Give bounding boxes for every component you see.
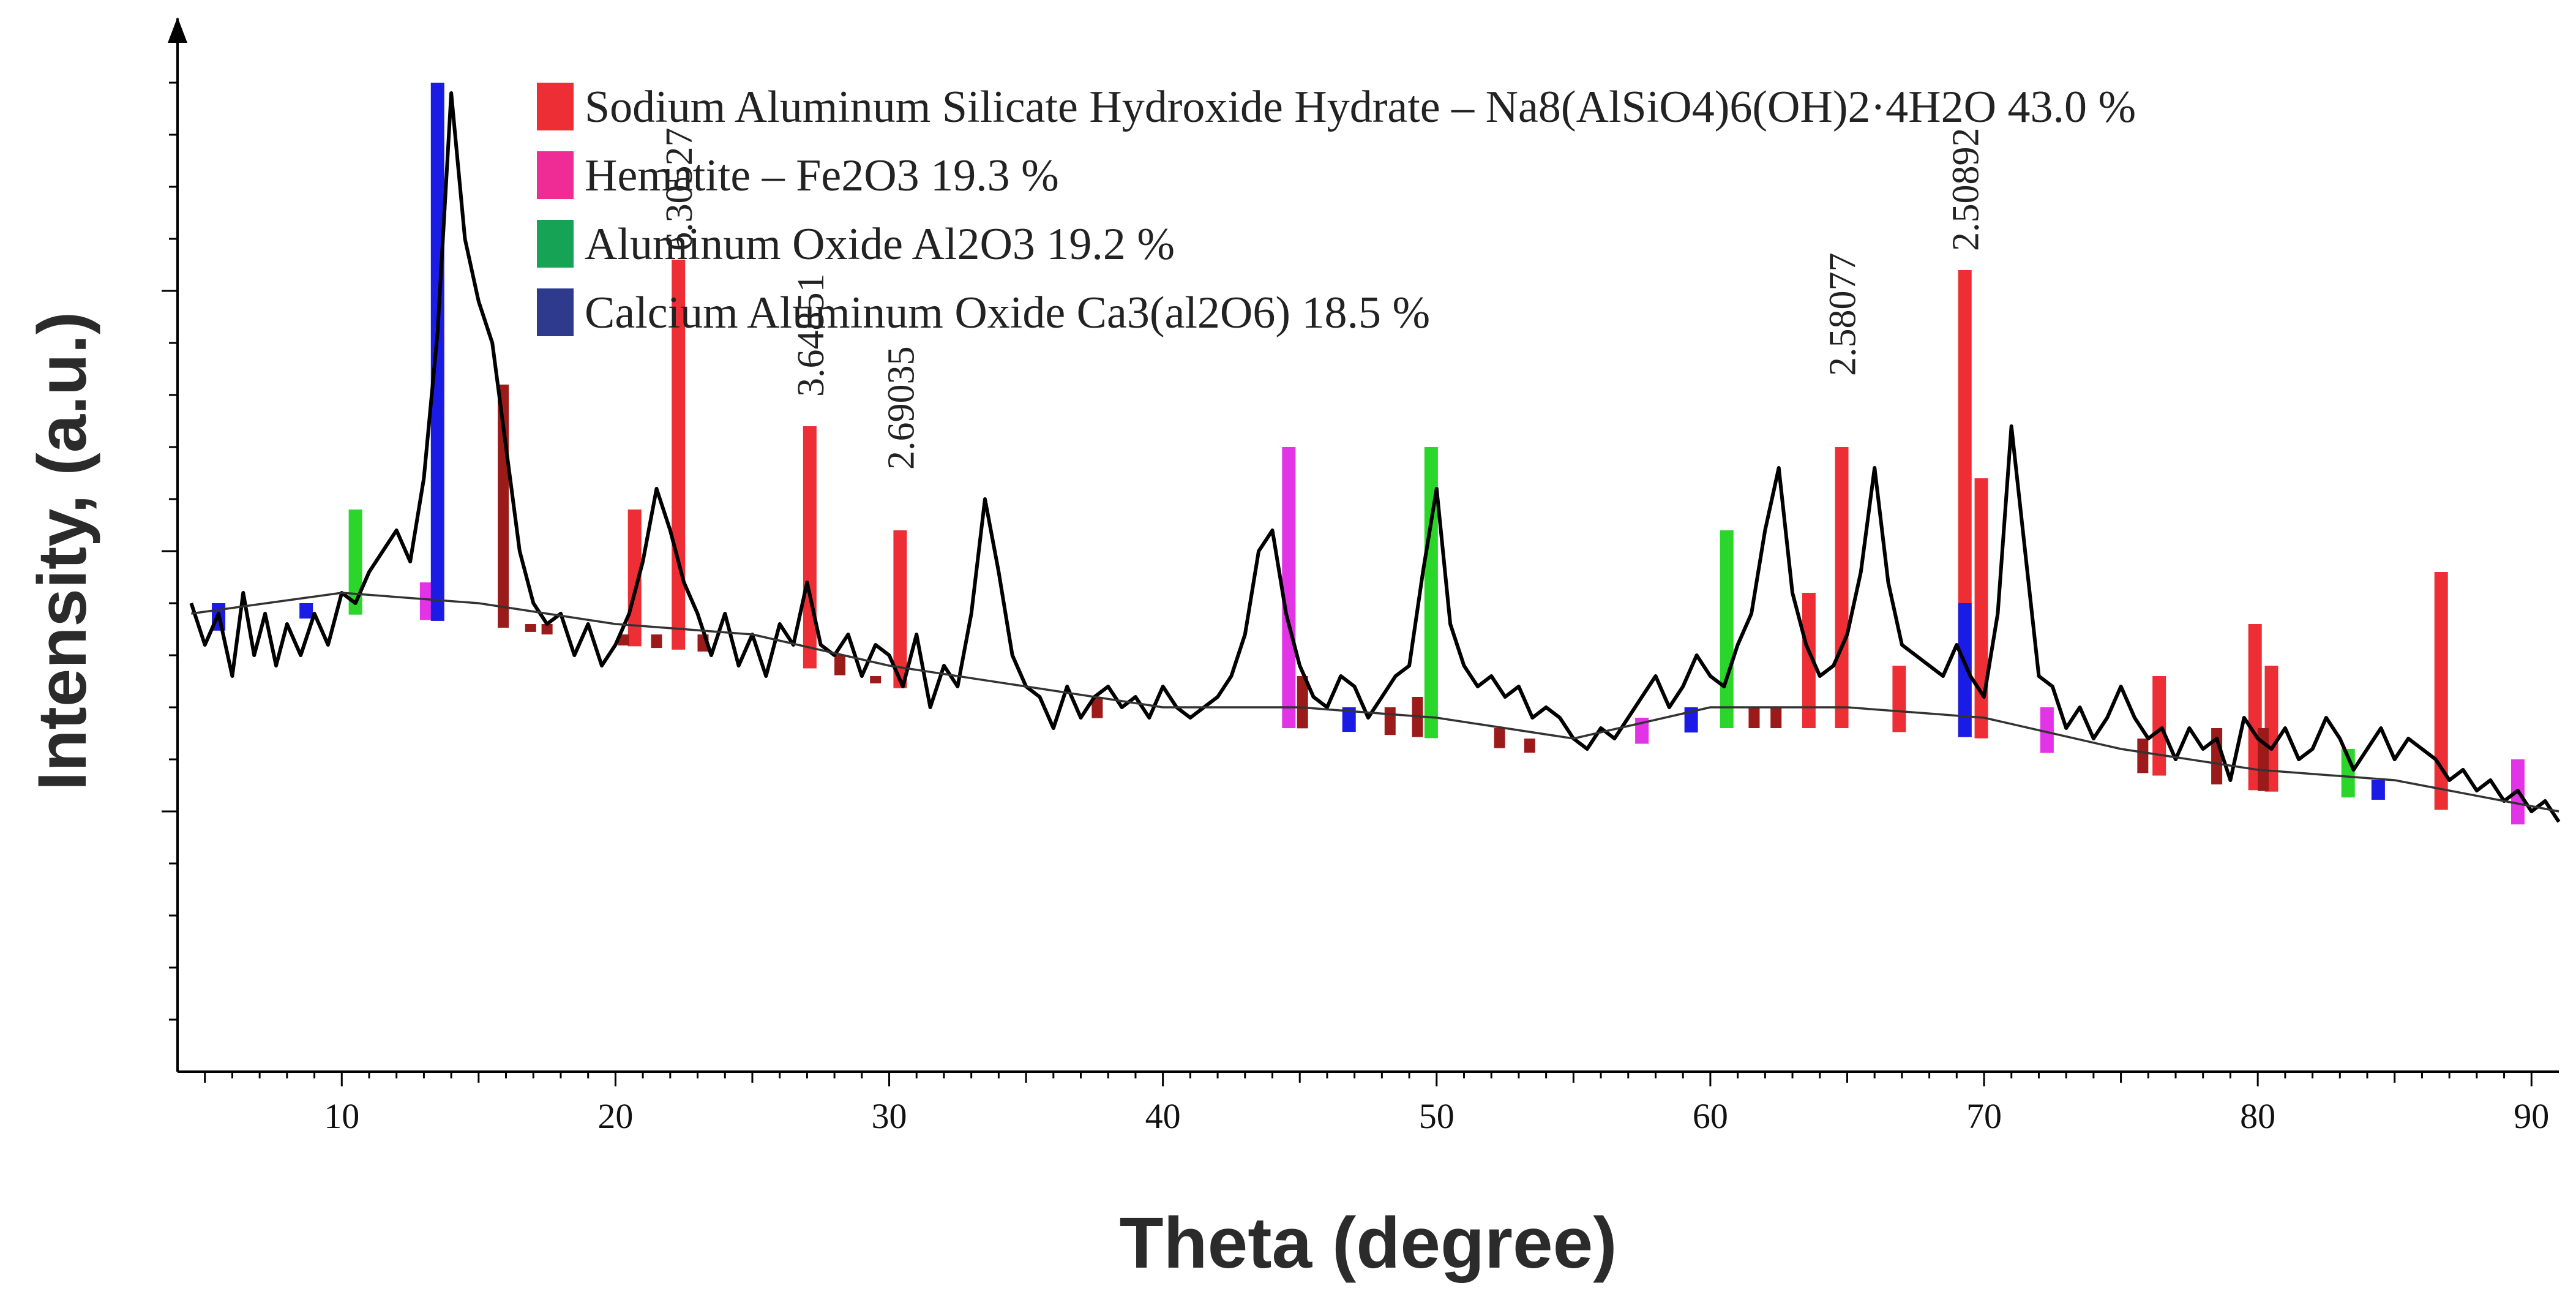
diffraction-lines — [189, 91, 2561, 823]
legend: Sodium Aluminum Silicate Hydroxide Hydra… — [537, 82, 2136, 338]
phase-marker-bar — [651, 634, 662, 649]
phase-marker-bar — [1802, 593, 1816, 728]
phase-marker-bar — [803, 426, 817, 669]
phase-marker-bar — [2040, 707, 2054, 753]
phase-marker-bar — [1958, 603, 1972, 737]
x-tick-label: 10 — [324, 1096, 359, 1136]
diffraction-curve — [189, 91, 2561, 823]
phase-marker-bar — [2137, 739, 2149, 773]
phase-marker-bar — [525, 624, 536, 632]
phase-marker-bar — [1684, 707, 1698, 733]
x-tick-label: 40 — [1145, 1096, 1181, 1136]
phase-marker-bar — [1282, 447, 1296, 728]
peak-d-spacing-label: 2.50892 — [1945, 128, 1987, 252]
peak-d-spacing-label: 2.58077 — [1822, 253, 1864, 377]
legend-label: Calcium Aluminum Oxide Ca3(al2O6) 18.5 % — [585, 288, 1430, 338]
phase-marker-bar — [2152, 676, 2166, 776]
phase-marker-bar — [299, 603, 313, 619]
legend-swatch — [537, 288, 574, 336]
phase-marker-bar — [1524, 739, 1535, 753]
phase-marker-bar — [1974, 478, 1988, 739]
peak-labels: 6.30527 3.64851 2.69035 2.58077 2.50892 — [659, 128, 1986, 470]
phase-marker-bar — [541, 624, 553, 634]
legend-swatch — [537, 151, 574, 199]
phase-marker-bar — [1770, 707, 1782, 728]
background-curve — [191, 592, 2559, 813]
legend-swatch — [537, 83, 574, 130]
legend-label: Sodium Aluminum Silicate Hydroxide Hydra… — [585, 82, 2136, 132]
phase-marker-bar — [2211, 728, 2223, 784]
phase-marker-bar — [1748, 707, 1760, 728]
phase-marker-bar — [1494, 728, 1505, 748]
x-tick-label: 50 — [1419, 1096, 1455, 1136]
phase-marker-bar — [1424, 447, 1438, 739]
phase-marker-bar — [1720, 530, 1734, 728]
phase-marker-bar — [893, 530, 907, 688]
x-tick-label: 80 — [2240, 1096, 2275, 1136]
x-tick-label: 20 — [597, 1096, 633, 1136]
phase-markers — [212, 83, 2525, 825]
x-tick-label: 30 — [872, 1096, 907, 1136]
phase-marker-bar — [1091, 697, 1103, 718]
phase-marker-bar — [2371, 780, 2385, 800]
y-axis-arrow-icon — [168, 17, 187, 43]
phase-marker-bar — [1835, 447, 1849, 728]
phase-marker-bar — [870, 676, 882, 683]
phase-marker-bar — [1384, 707, 1396, 735]
axes: 10 20 30 40 50 60 70 80 90 — [162, 17, 2559, 1136]
x-tick-label: 90 — [2514, 1096, 2549, 1136]
peak-d-spacing-label: 3.64851 — [790, 274, 832, 397]
phase-marker-bar — [1342, 707, 1356, 732]
phase-marker-bar — [1297, 676, 1308, 729]
peak-d-spacing-label: 6.30527 — [659, 128, 700, 252]
x-axis-title: Theta (degree) — [1119, 1203, 1617, 1284]
y-axis-title: Intensity, (a.u.) — [24, 312, 100, 791]
phase-marker-bar — [834, 655, 846, 675]
peak-d-spacing-label: 2.69035 — [880, 347, 922, 470]
phase-marker-bar — [2434, 572, 2448, 810]
phase-marker-bar — [1892, 666, 1906, 732]
phase-marker-bar — [618, 634, 629, 646]
phase-marker-bar — [419, 582, 433, 620]
phase-marker-bar — [348, 510, 362, 615]
legend-label: Aluminum Oxide Al2O3 19.2 % — [585, 219, 1175, 269]
x-tick-label: 60 — [1693, 1096, 1728, 1136]
legend-label: Hematite – Fe2O3 19.3 % — [585, 151, 1059, 201]
x-tick-label: 70 — [1966, 1096, 2002, 1136]
legend-swatch — [537, 220, 574, 268]
axis-titles: Theta (degree) Intensity, (a.u.) — [24, 312, 1617, 1284]
